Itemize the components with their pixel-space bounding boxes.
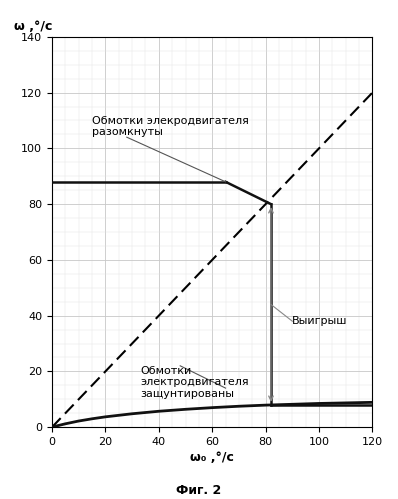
- Text: ω ,°/c: ω ,°/c: [14, 20, 52, 33]
- Text: Обмотки элекродвигателя
разомкнуты: Обмотки элекродвигателя разомкнуты: [92, 116, 249, 137]
- Text: Обмотки
электродвигателя
защунтированы: Обмотки электродвигателя защунтированы: [140, 366, 249, 399]
- Text: Выигрыш: Выигрыш: [293, 316, 348, 326]
- Text: Фиг. 2: Фиг. 2: [176, 484, 222, 497]
- X-axis label: ω₀ ,°/c: ω₀ ,°/c: [190, 451, 234, 464]
